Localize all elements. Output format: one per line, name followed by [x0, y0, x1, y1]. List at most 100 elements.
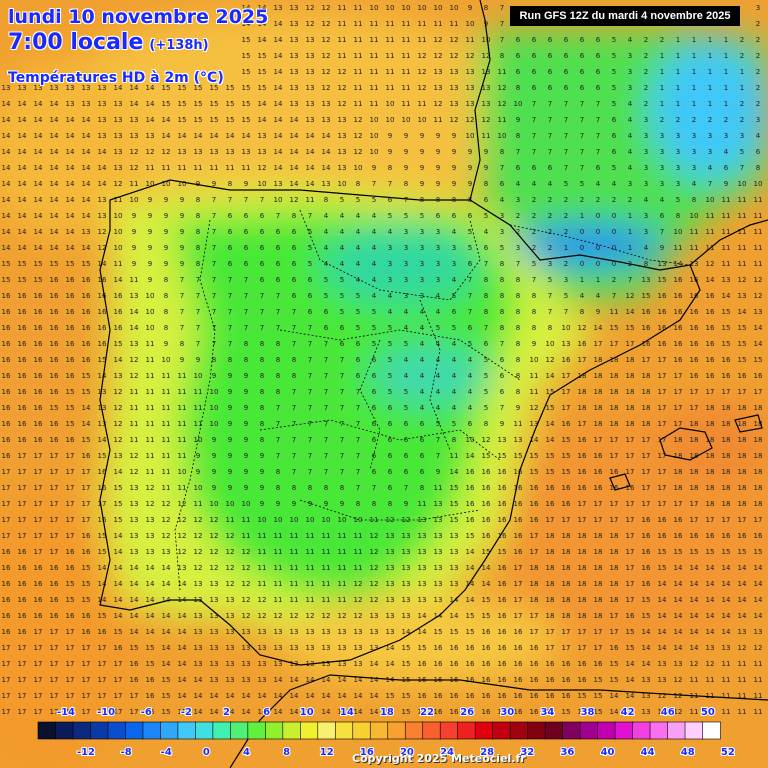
grid-value: 2 [676, 116, 680, 124]
grid-value: 3 [404, 292, 408, 300]
grid-value: 16 [738, 532, 747, 540]
grid-value: 14 [18, 164, 27, 172]
grid-value: 10 [738, 180, 747, 188]
grid-value: 17 [626, 532, 635, 540]
grid-value: 10 [114, 212, 123, 220]
grid-value: 14 [738, 308, 747, 316]
grid-value: 17 [18, 708, 27, 716]
grid-value: 16 [50, 436, 59, 444]
grid-value: 11 [354, 52, 363, 60]
grid-value: 17 [610, 452, 619, 460]
legend-swatch [195, 721, 214, 740]
grid-value: 10 [706, 196, 715, 204]
grid-value: 12 [178, 516, 187, 524]
grid-value: 14 [690, 628, 699, 636]
grid-value: 12 [194, 564, 203, 572]
grid-value: 16 [498, 676, 507, 684]
grid-value: 4 [324, 260, 329, 268]
grid-value: 11 [690, 228, 699, 236]
grid-value: 8 [260, 388, 264, 396]
grid-value: 17 [66, 644, 75, 652]
grid-value: 11 [706, 228, 715, 236]
grid-value: 18 [690, 468, 699, 476]
grid-value: 8 [500, 324, 504, 332]
grid-value: 14 [130, 84, 139, 92]
grid-value: 10 [674, 228, 683, 236]
grid-value: 14 [114, 468, 123, 476]
grid-value: 5 [356, 324, 360, 332]
grid-value: 7 [260, 308, 264, 316]
grid-value: 9 [212, 452, 216, 460]
grid-value: 16 [498, 596, 507, 604]
grid-value: 14 [34, 228, 43, 236]
grid-value: 12 [482, 116, 491, 124]
grid-value: 13 [434, 84, 443, 92]
grid-value: 15 [450, 516, 459, 524]
grid-value: 11 [354, 68, 363, 76]
grid-value: 13 [322, 100, 331, 108]
grid-value: 14 [34, 244, 43, 252]
grid-value: 4 [596, 292, 601, 300]
grid-value: 11 [722, 244, 731, 252]
grid-value: 17 [82, 676, 91, 684]
grid-value: 4 [372, 212, 377, 220]
grid-value: 17 [82, 644, 91, 652]
grid-value: 14 [50, 228, 59, 236]
grid-value: 9 [228, 484, 232, 492]
grid-value: 4 [404, 308, 409, 316]
grid-value: 11 [354, 4, 363, 12]
grid-value: 11 [146, 388, 155, 396]
grid-value: 16 [50, 356, 59, 364]
grid-value: 4 [356, 228, 361, 236]
grid-value: 8 [292, 484, 296, 492]
grid-value: 6 [244, 260, 249, 268]
legend-swatch [492, 721, 511, 740]
grid-value: 7 [340, 436, 344, 444]
grid-value: 8 [164, 276, 168, 284]
grid-value: 15 [2, 260, 11, 268]
grid-value: 16 [82, 292, 91, 300]
grid-value: 6 [292, 292, 297, 300]
grid-value: 7 [180, 292, 184, 300]
grid-value: 17 [66, 500, 75, 508]
grid-value: 12 [130, 452, 139, 460]
grid-value: 11 [130, 420, 139, 428]
grid-value: 0 [580, 228, 584, 236]
grid-value: 12 [418, 52, 427, 60]
grid-value: 7 [660, 228, 664, 236]
grid-value: 6 [500, 180, 505, 188]
grid-value: 11 [722, 708, 731, 716]
grid-value: 18 [594, 420, 603, 428]
grid-value: 9 [212, 372, 216, 380]
grid-value: 12 [210, 516, 219, 524]
grid-value: 13 [210, 612, 219, 620]
grid-value: 18 [754, 452, 763, 460]
legend-swatch [300, 721, 319, 740]
grid-value: 18 [626, 404, 635, 412]
grid-value: 11 [674, 244, 683, 252]
grid-value: 14 [674, 628, 683, 636]
grid-value: 16 [482, 660, 491, 668]
grid-value: 12 [242, 564, 251, 572]
grid-value: 14 [98, 436, 107, 444]
grid-value: 14 [66, 116, 75, 124]
grid-value: 14 [98, 164, 107, 172]
grid-value: 8 [516, 292, 520, 300]
grid-value: 13 [626, 708, 635, 716]
grid-value: 14 [386, 660, 395, 668]
grid-value: 7 [212, 196, 216, 204]
grid-value: 13 [98, 388, 107, 396]
grid-value: 9 [244, 484, 248, 492]
grid-value: 8 [276, 388, 280, 396]
grid-value: 17 [18, 484, 27, 492]
grid-value: 15 [626, 628, 635, 636]
grid-value: 9 [180, 228, 184, 236]
grid-value: 11 [306, 532, 315, 540]
grid-value: 14 [274, 100, 283, 108]
grid-value: 7 [196, 292, 200, 300]
grid-value: 7 [580, 132, 584, 140]
grid-value: 8 [756, 164, 760, 172]
legend-swatch [90, 721, 109, 740]
grid-value: 15 [162, 692, 171, 700]
grid-value: 14 [130, 612, 139, 620]
